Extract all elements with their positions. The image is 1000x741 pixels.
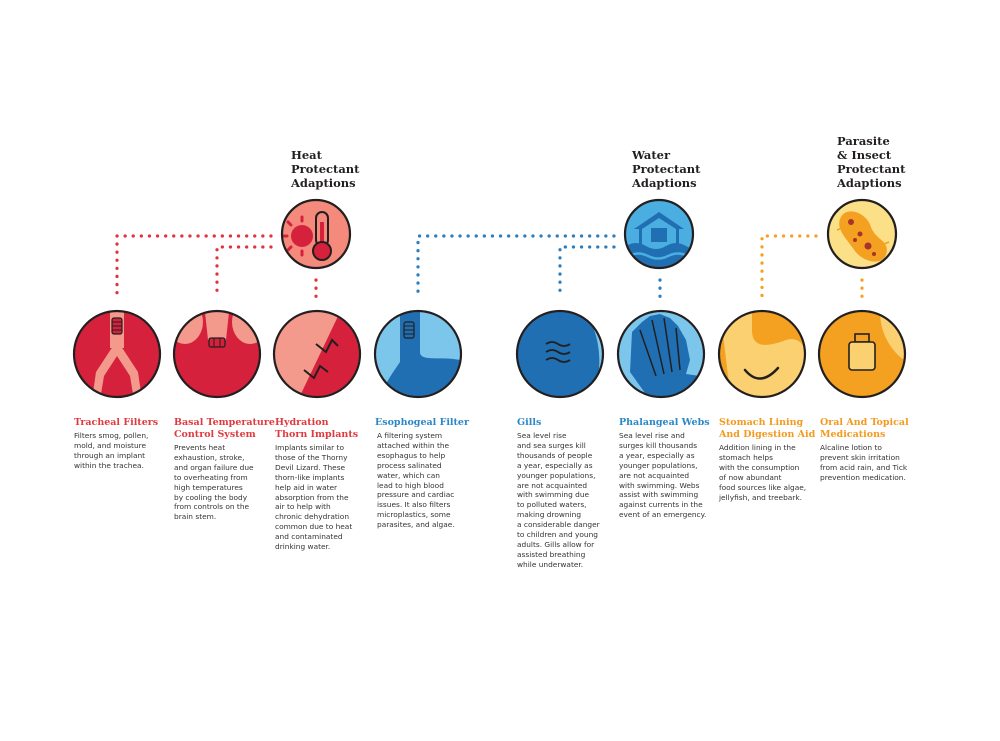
gills-icon [515, 309, 605, 399]
tracheal-filters-title: Tracheal Filters [74, 417, 159, 428]
lungs-filter-icon [72, 309, 162, 399]
oral-topical-medications-description: Alcaline lotion to prevent skin irritati… [820, 443, 908, 482]
parasite-category-title: Parasite & Insect Protectant Adaptions [837, 134, 906, 190]
hydration-thorn-description: Implants similar to those of the Thorny … [275, 443, 353, 552]
esophogeal-filter-title: Esophogeal Filter [375, 417, 469, 428]
heat-connector-inner [215, 245, 273, 298]
esophagus-filter-icon [373, 309, 463, 399]
medicine-bottle-icon [817, 309, 907, 399]
hydration-thorn-title: Hydration Thorn Implants [275, 417, 359, 440]
stomach-icon [717, 309, 807, 399]
esophogeal-filter-description: A filtering system attached within the e… [377, 431, 455, 530]
gills-description: Sea level rise and sea surges kill thous… [517, 431, 600, 569]
phalangeal-webs-title: Phalangeal Webs [619, 417, 710, 428]
phalangeal-webs-description: Sea level rise and surges kill thousands… [619, 431, 707, 520]
connector-lines [115, 234, 864, 304]
webbed-hand-icon [616, 309, 706, 399]
water-category-title: Water Protectant Adaptions [632, 148, 701, 190]
sun-thermometer-icon [280, 198, 352, 270]
oral-topical-medications-title: Oral And Topical Medications [820, 417, 909, 440]
stomach-lining-description: Addition lining in the stomach helps wit… [719, 443, 807, 502]
basal-temperature-description: Prevents heat exhaustion, stroke, and or… [174, 443, 254, 522]
water-connector-inner [558, 245, 616, 298]
gills-title: Gills [517, 417, 542, 428]
temperature-implant-icon [172, 309, 262, 399]
basal-temperature-title: Basal Temperature Control System [174, 417, 275, 440]
heat-category-title: Heat Protectant Adaptions [291, 148, 360, 190]
flooded-house-icon [623, 198, 695, 270]
tracheal-filters-description: Filters smog, pollen, mold, and moisture… [74, 431, 149, 470]
heat-connector-outer [115, 234, 273, 298]
bacteria-icon [826, 198, 898, 270]
stomach-lining-title: Stomach Lining And Digestion Aid [719, 417, 816, 440]
thorn-skin-icon [272, 309, 362, 399]
parasite-connector-left [760, 234, 818, 298]
water-connector-outer [416, 234, 616, 298]
